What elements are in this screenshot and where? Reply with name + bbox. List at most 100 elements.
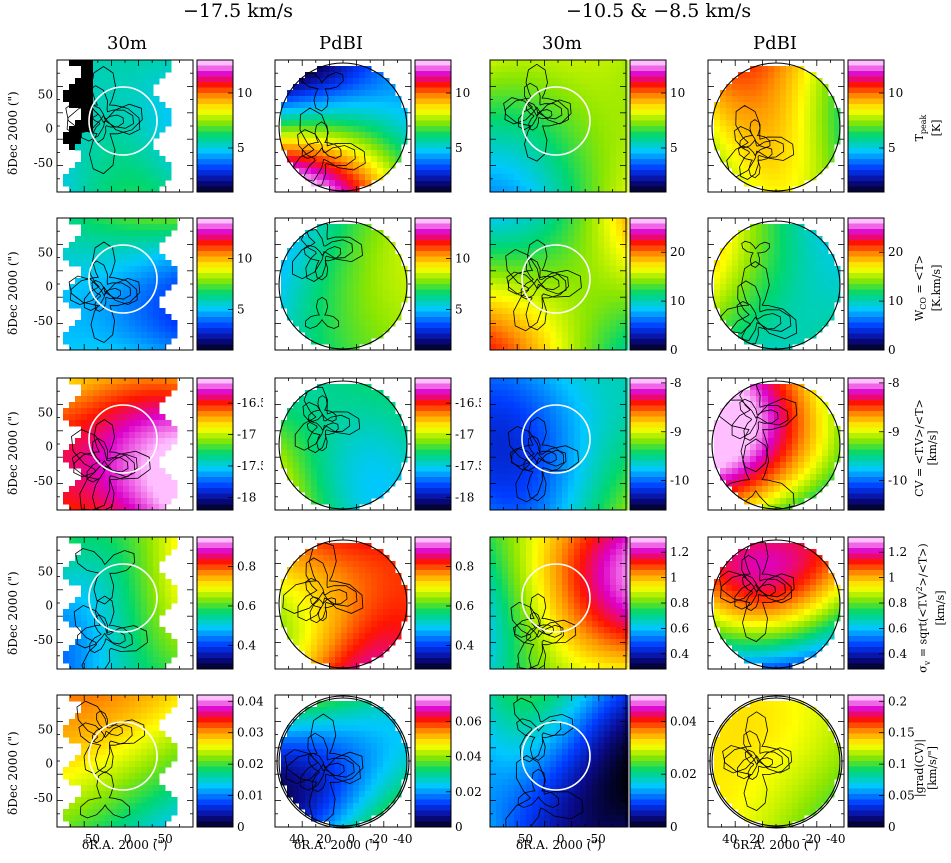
colorbar-tick-label: 0 [237, 820, 245, 834]
colorbar: 5 10 [848, 60, 903, 193]
map-pixels [714, 543, 841, 670]
y-tick-label: -50 [34, 474, 53, 488]
x-tick-label: -50 [153, 832, 172, 846]
colorbar-tick-label: 0 [888, 820, 896, 834]
row-quantity-label-2: WCO = <T>[K.km/s] [913, 219, 945, 357]
colorbar: -8-9-10 [848, 376, 907, 511]
x-tick-label: -20 [369, 832, 388, 846]
colorbar-tick-label: 10 [888, 86, 903, 100]
map-pixels [63, 537, 178, 670]
map-pixels [63, 378, 178, 511]
x-tick-label: 50 [85, 832, 100, 846]
x-tick-label: -20 [802, 832, 821, 846]
colorbar-tick-label: 5 [237, 141, 245, 155]
map-pixels [63, 695, 178, 828]
group-header-2: −10.5 & −8.5 km/s [566, 0, 751, 22]
colorbar: 510 [197, 218, 252, 351]
colorbar-tick-label: 0 [670, 343, 678, 357]
map-pixels [281, 224, 408, 351]
map-pixels [63, 60, 172, 193]
y-axis-label: δDec 2000 (") [6, 555, 20, 655]
x-tick-label: 50 [518, 832, 533, 846]
colorbar-tick-label: 0 [670, 820, 678, 834]
colorbar-tick-label: -8 [888, 376, 900, 390]
y-tick-label: 50 [38, 564, 53, 578]
y-axis-label: δDec 2000 (") [6, 75, 20, 175]
colorbar: 0 10 20 [848, 218, 903, 357]
y-tick-label: 0 [45, 440, 53, 454]
x-tick-label: 40 [289, 832, 304, 846]
colorbar: 510 [415, 60, 470, 193]
colorbar-tick-label: 20 [888, 245, 903, 259]
colorbar-tick-label: 0.8 [888, 596, 907, 610]
map-pixels [714, 384, 841, 511]
colorbar-tick-label: 5 [670, 141, 678, 155]
x-tick-label: -40 [826, 832, 845, 846]
y-tick-label: 50 [38, 245, 53, 259]
y-axis-label: δDec 2000 (") [6, 715, 20, 815]
colorbar-tick-label: 5 [455, 141, 463, 155]
colorbar: 0.80.60.4 [197, 537, 256, 670]
colorbar-tick-label: -8 [670, 376, 682, 390]
y-axis-label: δDec 2000 (") [6, 395, 20, 495]
map-pixels [490, 60, 629, 193]
colorbar-tick-label: 0 [888, 343, 896, 357]
y-tick-label: 0 [45, 757, 53, 771]
map-panel-r2-c4: 0 10 20 [682, 214, 914, 386]
colorbar-tick-label: -9 [670, 425, 682, 439]
y-tick-label: -50 [34, 633, 53, 647]
colorbar-tick-label: 0.2 [888, 694, 907, 708]
colorbar-tick-label: 1.2 [888, 545, 907, 559]
column-header-4: PdBI [753, 33, 797, 54]
colorbar-tick-label: 0.6 [888, 621, 907, 635]
y-tick-label: -50 [34, 156, 53, 170]
x-tick-label: 20 [316, 832, 331, 846]
y-tick-label: 50 [38, 405, 53, 419]
x-tick-label: 0 [557, 832, 565, 846]
colorbar-tick-label: 0.4 [888, 647, 907, 661]
x-tick-label: 0 [124, 832, 132, 846]
row-quantity-label-4: σv = sqrt(<T.V2>/<T>)[km/s] [913, 509, 945, 707]
map-pixels [281, 384, 408, 511]
x-tick-label: -40 [393, 832, 412, 846]
colorbar-tick-label: 0.15 [888, 726, 914, 740]
map-panel-r3-c2: -16.5-17-17.5-18 [249, 374, 481, 546]
colorbar-tick-label: 5 [237, 302, 245, 316]
colorbar-tick-label: -10 [888, 474, 907, 488]
colorbar: 1.210.80.60.4 [848, 537, 907, 670]
y-tick-label: -50 [34, 791, 53, 805]
x-tick-label: 0 [347, 832, 355, 846]
map-panel-r3-c1: 500-50-16.5-17-17.5-18 [31, 374, 263, 546]
y-tick-label: 0 [45, 122, 53, 136]
colorbar-tick-label: 0 [455, 820, 463, 834]
colorbar: 510 [630, 60, 685, 193]
map-pixels [490, 537, 629, 670]
column-header-2: PdBI [319, 33, 363, 54]
x-tick-label: 40 [722, 832, 737, 846]
colorbar-tick-label: 5 [888, 141, 896, 155]
y-axis-label: δDec 2000 (") [6, 235, 20, 335]
map-panel-r3-c4: -8-9-10 [682, 374, 914, 546]
y-tick-label: 0 [45, 599, 53, 613]
colorbar-tick-label: 0.05 [888, 789, 914, 803]
colorbar-tick-label: 5 [455, 302, 463, 316]
column-header-1: 30m [107, 33, 147, 54]
map-panel-r1-c4: 5 10 [682, 56, 914, 228]
x-tick-label: 20 [749, 832, 764, 846]
colorbar: 510 [197, 60, 252, 193]
colorbar-tick-label: 10 [888, 294, 903, 308]
map-pixels [63, 218, 178, 351]
